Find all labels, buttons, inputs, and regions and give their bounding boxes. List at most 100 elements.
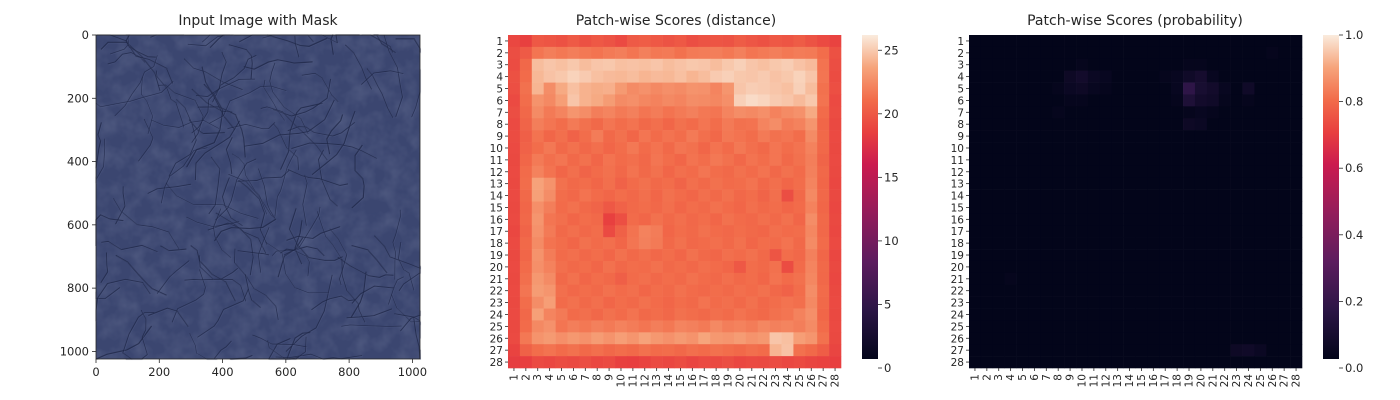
heatmap-cell	[1218, 344, 1231, 357]
heatmap-cell	[1123, 320, 1136, 333]
heatmap-cell	[1004, 118, 1017, 131]
crack-line	[113, 198, 180, 250]
heatmap-cell	[567, 35, 580, 48]
heatmap-cell	[1159, 153, 1172, 167]
heatmap-cell	[1171, 142, 1184, 155]
heatmap-cell	[567, 225, 580, 238]
x-tick-label: 10	[615, 374, 627, 387]
heatmap-cell	[1183, 94, 1196, 107]
heatmap-cell	[591, 142, 604, 155]
crack-highlight	[235, 249, 280, 321]
heatmap-cell	[1052, 356, 1065, 369]
heatmap-cell	[969, 189, 982, 202]
heatmap-cell	[543, 70, 556, 83]
heatmap-cell	[1004, 46, 1017, 60]
heatmap-cell	[638, 332, 652, 345]
y-tick-label: 19	[951, 250, 964, 262]
heatmap-cell	[781, 165, 794, 179]
heatmap-cell	[1194, 344, 1208, 357]
heatmap-cell	[793, 272, 806, 286]
heatmap-cell	[1004, 332, 1017, 345]
heatmap-cell	[698, 189, 711, 202]
heatmap-cell	[615, 46, 628, 60]
x-tick-label: 3	[993, 374, 1005, 381]
heatmap-cell	[662, 249, 675, 262]
heatmap-cell	[817, 320, 830, 333]
y-tick-label: 24	[490, 309, 504, 321]
heatmap-cell	[531, 344, 544, 357]
heatmap-cell	[1194, 249, 1208, 262]
heatmap-cell	[1194, 260, 1208, 274]
heatmap-cell	[1016, 177, 1029, 190]
heatmap-cell	[1064, 82, 1077, 95]
heatmap-cell	[1159, 35, 1172, 48]
heatmap-cell	[626, 46, 640, 60]
heatmap-cell	[817, 118, 830, 131]
y-tick-label: 2	[957, 48, 964, 60]
heatmap-cell	[1040, 189, 1053, 202]
heatmap-cell	[1004, 284, 1017, 297]
heatmap-cell	[1028, 177, 1041, 190]
heatmap-cell	[567, 284, 580, 297]
heatmap-cell	[769, 249, 782, 262]
heatmap-cell	[1159, 130, 1172, 143]
heatmap-cell	[591, 344, 604, 357]
crack-line	[383, 34, 403, 118]
heatmap-cell	[1171, 308, 1184, 321]
crack-highlight	[393, 210, 402, 281]
heatmap-cell	[722, 344, 735, 357]
heatmap-cell	[745, 165, 759, 179]
heatmap-cell	[543, 94, 556, 107]
heatmap-cell	[992, 177, 1005, 190]
heatmap-cell	[1266, 213, 1279, 226]
heatmap-cell	[817, 213, 830, 226]
heatmap-cell	[519, 249, 533, 262]
heatmap-cell	[603, 237, 616, 250]
heatmap-cell	[686, 153, 699, 167]
heatmap-cell	[757, 58, 770, 71]
crack-highlight	[185, 268, 239, 282]
heatmap-cell	[1135, 284, 1148, 297]
heatmap-cell	[1147, 70, 1160, 83]
heatmap-cell	[733, 320, 747, 333]
crack-highlight	[330, 229, 348, 286]
heatmap-cell	[519, 284, 533, 297]
crack-highlight	[192, 89, 234, 114]
heatmap-cell	[591, 94, 604, 107]
heatmap-cell	[829, 308, 842, 321]
heatmap-cell	[710, 142, 723, 155]
heatmap-cell	[1171, 189, 1184, 202]
heatmap-cell	[1076, 320, 1089, 333]
y-tick-label: 26	[490, 333, 504, 345]
heatmap-cell	[1052, 118, 1065, 131]
crack-line	[150, 119, 220, 129]
heatmap-cell	[722, 332, 735, 345]
heatmap-cell	[1242, 260, 1255, 274]
x-tick-label: 20	[1195, 374, 1207, 387]
heatmap-cell	[1111, 177, 1124, 190]
heatmap-cell	[555, 213, 568, 226]
heatmap-cell	[1206, 260, 1220, 274]
heatmap-cell	[686, 70, 699, 83]
heatmap-cell	[591, 82, 604, 95]
heatmap-cell	[769, 225, 782, 238]
heatmap-cell	[555, 94, 568, 107]
heatmap-cell	[710, 296, 723, 309]
heatmap-cell	[829, 344, 842, 357]
crack-highlight	[352, 286, 396, 305]
heatmap-cell	[1028, 249, 1041, 262]
heatmap-cell	[1052, 58, 1065, 71]
heatmap-cell	[567, 213, 580, 226]
crack-line	[140, 76, 154, 134]
y-tick-label: 13	[951, 179, 964, 191]
heatmap-cell	[1028, 35, 1041, 48]
crack-line	[243, 59, 313, 70]
heatmap-cell	[686, 94, 699, 107]
y-tick-label: 11	[490, 155, 503, 167]
heatmap-cell	[579, 201, 592, 214]
heatmap-cell	[626, 94, 640, 107]
colorbar-tick-label: 0.4	[1345, 228, 1363, 242]
heatmap-cell	[638, 82, 652, 95]
heatmap-cell	[555, 260, 568, 274]
